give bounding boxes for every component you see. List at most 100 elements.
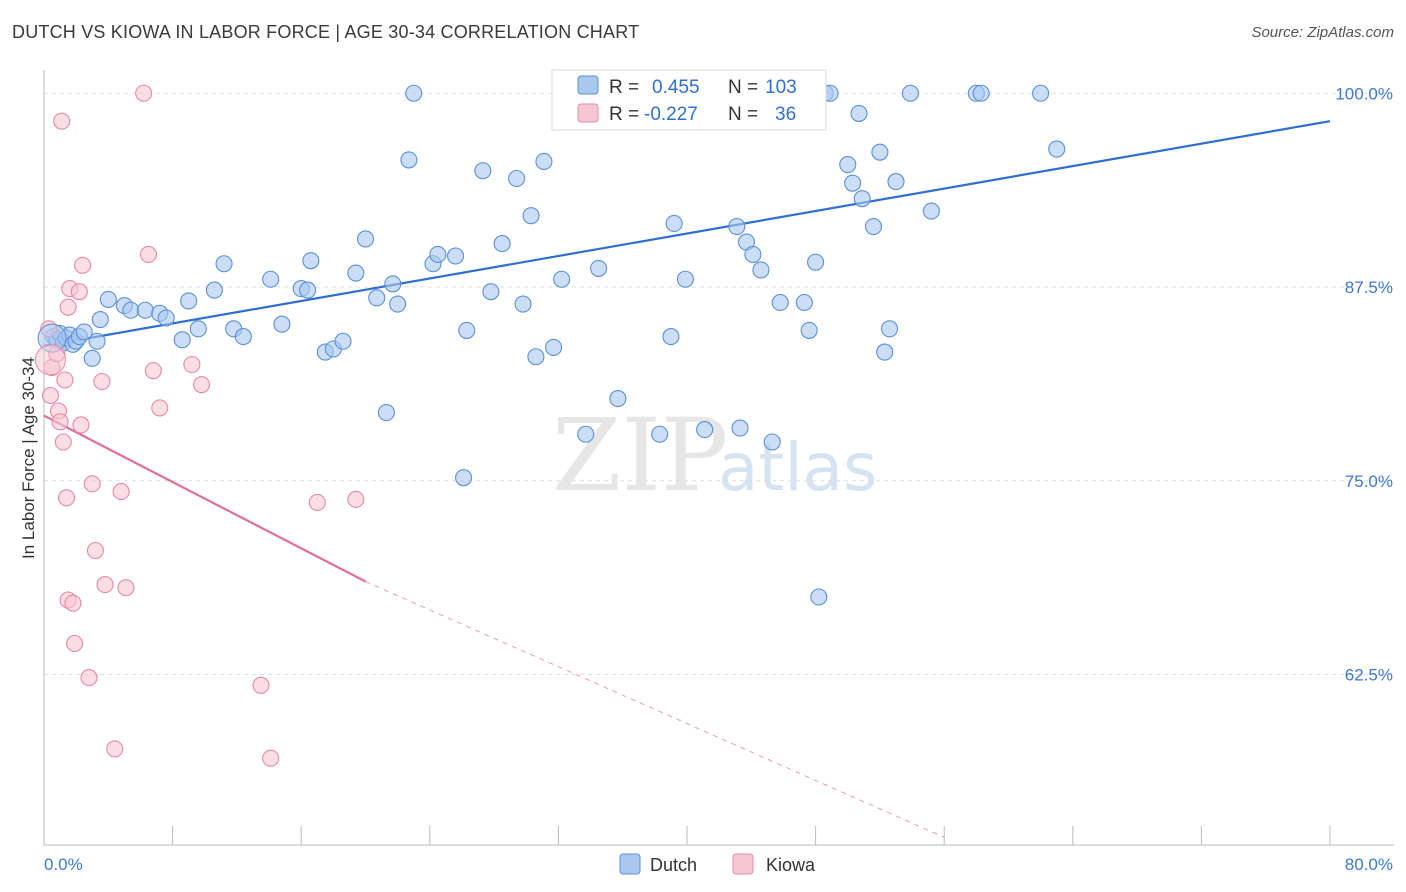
dutch-point [99, 290, 117, 308]
kiowa-point [51, 413, 69, 431]
y-tick-label: 100.0% [1335, 84, 1393, 103]
dutch-point [262, 270, 280, 288]
y-axis-label: In Labor Force | Age 30-34 [19, 357, 38, 559]
dutch-point [676, 270, 694, 288]
tick-labels: 100.0% 87.5% 75.0% 62.5% 0.0% 80.0% [44, 84, 1393, 874]
dutch-point [609, 390, 627, 408]
dutch-point [771, 293, 789, 312]
dutch-point [800, 321, 818, 339]
dutch-point [590, 259, 608, 277]
dutch-point [299, 281, 317, 299]
dutch-point [493, 235, 511, 253]
dutch-point [752, 261, 770, 279]
dutch-point [458, 321, 476, 339]
dutch-point [731, 419, 749, 437]
dutch-point [871, 143, 889, 161]
dutch-point [922, 202, 940, 220]
data-points [34, 84, 1066, 767]
dutch-point [522, 207, 540, 225]
dutch-point [807, 253, 825, 271]
gridlines [44, 92, 1394, 675]
y-tick-label: 62.5% [1345, 666, 1393, 685]
dutch-point [839, 156, 857, 174]
kiowa-point [192, 376, 211, 394]
dutch-point [215, 255, 233, 273]
watermark-zip: ZIP [552, 397, 728, 514]
x-tick-label: 0.0% [44, 855, 83, 874]
dutch-r-label: R = [609, 77, 639, 98]
kiowa-point [252, 676, 270, 694]
dutch-point [744, 245, 762, 263]
dutch-point [850, 104, 868, 122]
dutch-point [446, 247, 465, 265]
kiowa-point [144, 362, 162, 380]
source-credit: Source: ZipAtlas.com [1251, 24, 1394, 41]
y-tick-label: 75.0% [1345, 472, 1393, 491]
dutch-point [75, 323, 93, 341]
kiowa-r-value: -0.227 [644, 104, 698, 125]
dutch-point [122, 301, 140, 319]
kiowa-point [308, 493, 326, 512]
kiowa-point [96, 576, 114, 594]
watermark-atlas: atlas [718, 429, 878, 506]
kiowa-point [57, 489, 76, 507]
dutch-point [455, 469, 473, 487]
dutch-point [389, 295, 407, 313]
dutch-point [553, 270, 571, 288]
x-tick-label: 80.0% [1345, 855, 1393, 874]
y-tick-label: 87.5% [1345, 278, 1393, 297]
dutch-n-value: 103 [765, 77, 797, 98]
kiowa-point [93, 372, 111, 391]
dutch-point [577, 425, 595, 443]
dutch-r-value: 0.455 [652, 77, 700, 98]
dutch-point [887, 173, 905, 191]
kiowa-point [56, 371, 74, 389]
dutch-point [157, 309, 175, 327]
dutch-point [527, 348, 545, 366]
legend-dutch-swatch [619, 853, 641, 875]
dutch-swatch [577, 75, 599, 95]
kiowa-point [262, 749, 280, 767]
kiowa-swatch [577, 103, 599, 123]
kiowa-point [106, 740, 124, 758]
legend-kiowa-swatch [732, 853, 754, 875]
kiowa-point [183, 355, 201, 374]
dutch-point [368, 289, 386, 307]
dutch-point [205, 281, 223, 299]
dutch-point [864, 218, 883, 236]
dutch-point [429, 245, 447, 263]
dutch-point [356, 230, 375, 248]
dutch-point [880, 320, 899, 338]
dutch-point [405, 84, 423, 102]
dutch-point [334, 332, 352, 350]
kiowa-n-label: N = [728, 104, 758, 125]
kiowa-point [72, 416, 90, 434]
dutch-point [377, 403, 395, 422]
kiowa-point [70, 283, 88, 301]
kiowa-point [112, 483, 130, 501]
dutch-point [273, 315, 291, 333]
kiowa-point [41, 386, 59, 405]
kiowa-point [86, 541, 104, 560]
kiowa-trend-line [43, 414, 367, 583]
dutch-point [136, 301, 154, 319]
dutch-point [508, 169, 526, 188]
dutch-point [474, 162, 492, 180]
dutch-point [400, 151, 418, 169]
dutch-point [972, 84, 990, 102]
trend-lines [43, 120, 1331, 838]
dutch-point [901, 84, 919, 102]
dutch-point [482, 283, 500, 301]
kiowa-point [65, 634, 84, 653]
kiowa-n-value: 36 [775, 104, 796, 125]
kiowa-point [34, 344, 66, 376]
kiowa-point [54, 433, 72, 451]
stats-box: R = 0.455 N = 103 R = -0.227 N = 36 [551, 69, 827, 131]
kiowa-point [83, 475, 101, 493]
dutch-point [180, 292, 198, 310]
dutch-point [545, 338, 563, 357]
dutch-point [810, 588, 828, 606]
dutch-point [665, 214, 683, 232]
dutch-point [1048, 140, 1066, 158]
